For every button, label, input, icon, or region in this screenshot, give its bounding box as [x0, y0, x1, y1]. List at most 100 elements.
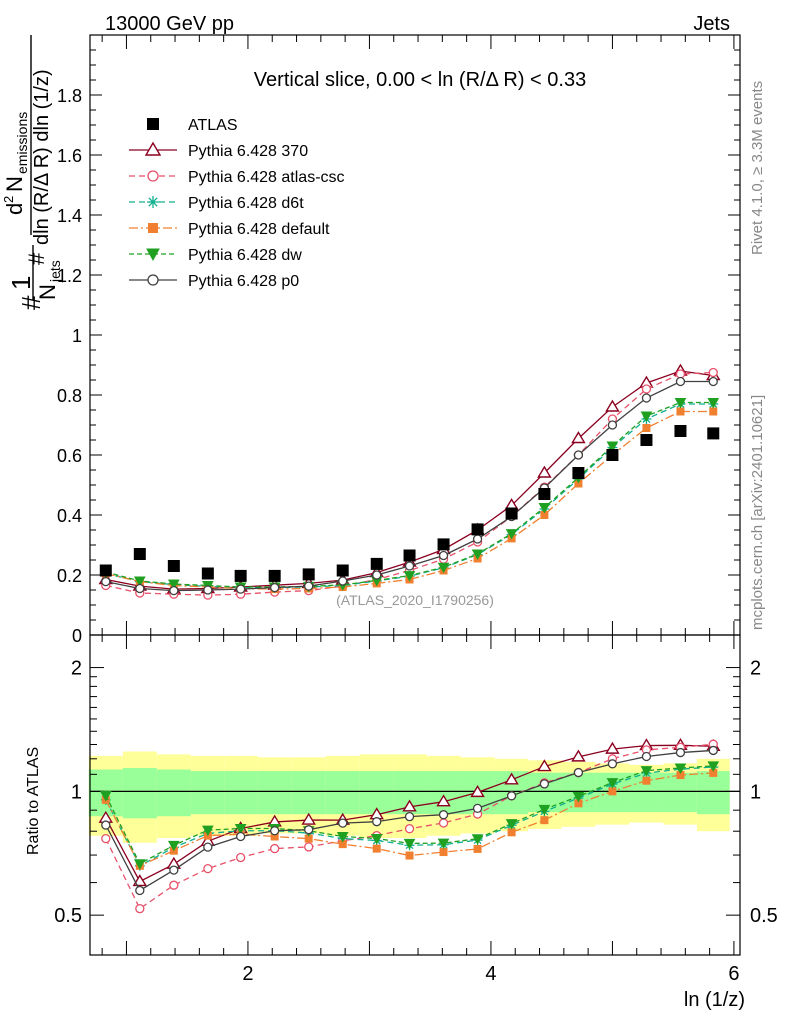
ratio-series-point	[674, 763, 687, 775]
main-plot-title: Vertical slice, 0.00 < ln (R/Δ R) < 0.33	[254, 69, 586, 91]
ratio-plot-frame	[89, 634, 741, 956]
series-point	[404, 561, 415, 571]
ratio-series-point	[642, 776, 651, 785]
ratio-band-inner	[426, 771, 461, 815]
ratio-series-point	[708, 745, 718, 756]
legend-marker	[147, 170, 159, 182]
legend-label: Pythia 6.428 default	[188, 221, 330, 238]
header-process: Jets	[693, 13, 730, 35]
ratio-series-point	[234, 824, 247, 835]
main-ytick-label: 1.2	[57, 266, 82, 286]
ratio-series-point	[709, 768, 718, 777]
ratio-series-point	[607, 759, 618, 769]
series-point	[133, 576, 146, 588]
legend-label: ATLAS	[188, 117, 238, 134]
svg-text:d: d	[2, 203, 27, 215]
ratio-series-point	[336, 831, 349, 843]
series-point	[675, 376, 686, 387]
legend-label: Pythia 6.428 370	[188, 143, 308, 160]
legend-entry: Pythia 6.428 370	[129, 141, 308, 160]
ratio-series-point	[372, 817, 382, 827]
series-point	[606, 441, 619, 453]
x-tick-label: 4	[485, 963, 496, 985]
ratio-ytick-label-right: 2	[750, 658, 761, 680]
atlas-point	[268, 569, 281, 582]
ratio-series-point	[236, 852, 246, 863]
main-ytick-label: 1.4	[57, 206, 82, 226]
svg-text:dln (R/Δ R) dln (1/z): dln (R/Δ R) dln (1/z)	[31, 69, 53, 245]
legend-label: Pythia 6.428 p0	[188, 273, 299, 290]
ratio-series-point	[537, 759, 552, 772]
svg-text:N: N	[2, 176, 27, 192]
legend: ATLAS Pythia 6.428 370 Pythia 6.428 atlas-…	[129, 117, 345, 290]
atlas-point	[437, 538, 450, 551]
ratio-series-point	[437, 838, 450, 850]
legend-entry: ATLAS	[147, 117, 238, 134]
series-point	[708, 367, 718, 378]
ratio-series-point	[707, 761, 720, 772]
series-point	[573, 450, 584, 460]
ratio-ytick-label-right: 1	[750, 781, 761, 803]
series-point	[270, 582, 280, 593]
legend-entry: Pythia 6.428 p0	[129, 273, 299, 290]
ratio-series-point	[506, 791, 517, 801]
series-point	[304, 581, 314, 591]
ratio-series-point	[270, 843, 280, 854]
atlas-point	[538, 488, 551, 500]
main-ytick-label: 1	[72, 326, 82, 346]
ratio-series-point	[571, 749, 586, 762]
atlas-point	[707, 427, 720, 440]
ratio-series-point	[304, 834, 313, 843]
series-point	[135, 583, 145, 594]
series-point	[674, 398, 687, 409]
ratio-series-point	[270, 832, 279, 841]
ratio-ytick-label-right: 0.5	[750, 905, 778, 927]
atlas-point	[403, 549, 416, 562]
legend-marker	[147, 274, 159, 286]
watermark: (ATLAS_2020_I1790256)	[336, 592, 494, 608]
atlas-data	[99, 425, 720, 582]
ratio-series-point	[203, 842, 213, 852]
main-ytick-label: 0.8	[57, 386, 82, 406]
ratio-series-point	[470, 785, 485, 798]
series-point	[540, 511, 549, 519]
series-point	[642, 424, 651, 432]
svg-text:emissions: emissions	[14, 112, 30, 174]
ratio-series-point	[101, 820, 111, 830]
series-point	[640, 411, 653, 423]
series-point	[203, 585, 213, 595]
ratio-band-inner	[257, 771, 292, 815]
ratio-series-point	[203, 863, 213, 874]
ratio-series-point	[404, 812, 415, 822]
atlas-point	[133, 548, 146, 560]
ratio-series-point	[540, 816, 549, 825]
atlas-point	[370, 557, 383, 570]
svg-text:2: 2	[1, 196, 16, 203]
ratio-series-point	[169, 865, 179, 875]
main-ytick-label: 0.4	[57, 506, 82, 526]
main-ytick-label: 0	[72, 626, 82, 646]
legend-marker	[148, 223, 158, 233]
series-point	[169, 585, 179, 596]
series-point	[605, 399, 620, 412]
ratio-series-point	[608, 787, 617, 796]
ratio-series-point	[338, 818, 348, 828]
ratio-series-point	[372, 844, 381, 853]
svg-text:N: N	[35, 284, 60, 300]
series-point	[471, 549, 484, 561]
ratio-series-point	[473, 844, 482, 853]
atlas-point	[99, 564, 112, 577]
main-plot-ylabel: # 1 N jets d 2 N emissions # dln (R/Δ R)…	[1, 35, 63, 310]
ratio-series-point	[135, 885, 145, 896]
atlas-point	[167, 560, 180, 572]
ratio-series-point	[438, 818, 449, 828]
series-point	[675, 369, 686, 379]
legend-entry: Pythia 6.428 dw	[129, 247, 302, 264]
ratio-band-inner	[325, 771, 360, 815]
ratio-series-point	[270, 826, 280, 836]
ratio-ytick-label: 1	[71, 781, 82, 803]
ratio-band-inner	[359, 771, 394, 815]
ratio-band-inner	[663, 772, 697, 813]
ratio-series-point	[304, 825, 314, 835]
series-point	[537, 465, 552, 478]
